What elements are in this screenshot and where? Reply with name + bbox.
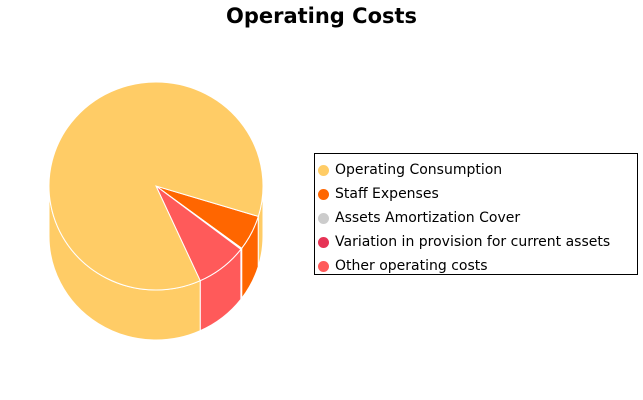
legend-label: Variation in provision for current asset… bbox=[335, 234, 611, 250]
legend-label: Staff Expenses bbox=[335, 186, 439, 202]
chart-title: Operating Costs bbox=[225, 4, 418, 28]
legend-swatch bbox=[318, 188, 329, 200]
legend: Operating Consumption Staff Expenses Asset… bbox=[314, 153, 638, 275]
legend-item: Staff Expenses bbox=[318, 182, 637, 206]
legend-item: Assets Amortization Cover bbox=[318, 206, 637, 230]
legend-item: Variation in provision for current asset… bbox=[318, 230, 637, 254]
legend-item: Other operating costs bbox=[318, 254, 637, 278]
pie-slice-0[interactable] bbox=[48, 81, 264, 291]
legend-swatch bbox=[318, 164, 329, 176]
legend-label: Assets Amortization Cover bbox=[335, 210, 521, 226]
legend-label: Other operating costs bbox=[335, 258, 488, 274]
legend-swatch bbox=[318, 260, 329, 272]
legend-swatch bbox=[318, 212, 329, 224]
pie-top bbox=[48, 81, 264, 291]
legend-label: Operating Consumption bbox=[335, 162, 503, 178]
legend-swatch bbox=[318, 236, 329, 248]
legend-item: Operating Consumption bbox=[318, 158, 637, 182]
